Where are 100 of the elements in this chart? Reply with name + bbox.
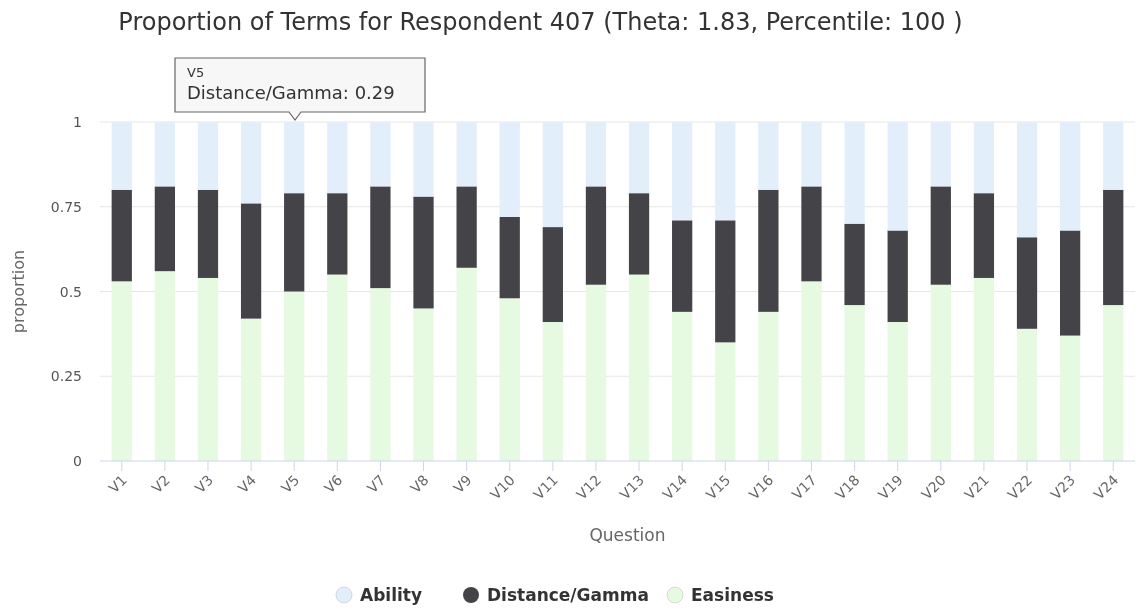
y-tick-label: 0.5 — [59, 283, 82, 300]
bar — [585, 284, 607, 461]
bar — [499, 216, 520, 299]
bar — [240, 203, 262, 319]
x-axis-title: Question — [589, 525, 666, 545]
bar — [1016, 122, 1038, 238]
bar — [370, 186, 391, 289]
bar — [844, 305, 865, 461]
legend-label: Distance/Gamma — [487, 585, 649, 605]
bar — [715, 122, 736, 221]
bar — [111, 189, 132, 282]
bar — [542, 322, 563, 461]
bar — [672, 122, 693, 221]
bar — [973, 277, 995, 461]
bar — [370, 288, 391, 461]
legend-label: Easiness — [691, 585, 774, 605]
bar — [284, 291, 305, 461]
bar — [801, 281, 822, 461]
bar — [456, 267, 477, 461]
y-tick-label: 0 — [73, 453, 82, 469]
x-tick-label: V4 — [234, 471, 260, 497]
x-tick-label: V5 — [277, 471, 303, 497]
bar — [672, 220, 693, 312]
bar — [370, 122, 391, 187]
bar — [585, 122, 607, 187]
bar — [973, 193, 995, 278]
bar — [1103, 305, 1124, 461]
bar — [844, 223, 865, 306]
x-tick-label: V2 — [148, 471, 173, 497]
bar — [284, 122, 305, 194]
x-tick-label: V6 — [321, 471, 346, 497]
bar — [284, 193, 305, 292]
x-tick-label: V19 — [875, 471, 906, 503]
x-tick-label: V21 — [961, 471, 993, 503]
bar — [715, 342, 736, 461]
bar — [1059, 335, 1081, 461]
chart-title: Proportion of Terms for Respondent 407 (Theta: 1.83, Percentile: 100 ) — [118, 8, 963, 36]
x-tick-label: V7 — [364, 471, 389, 497]
x-tick-label: V11 — [530, 471, 561, 503]
x-tick-label: V18 — [832, 471, 863, 503]
text: V5 Distance/Gamma: 0.29 — [187, 65, 395, 103]
y-tick-label: 0.75 — [50, 198, 82, 215]
x-tick-label: V16 — [745, 471, 777, 503]
bar — [1103, 122, 1124, 190]
y-tick-label: 1 — [73, 114, 82, 130]
x-tick-label: V9 — [450, 471, 475, 497]
bar — [197, 277, 219, 461]
x-tick-label: V14 — [659, 471, 691, 503]
bar — [111, 122, 132, 190]
bar — [887, 322, 908, 461]
x-tick-label: V13 — [616, 471, 648, 503]
bar — [456, 186, 477, 268]
y-tick-label: 0.25 — [50, 368, 82, 385]
bar — [973, 122, 995, 194]
bar — [413, 122, 434, 197]
bar — [327, 193, 348, 275]
bar — [1059, 230, 1081, 336]
bar — [542, 227, 563, 323]
bar — [413, 308, 434, 461]
bar — [154, 271, 176, 461]
x-tick-label: V3 — [191, 471, 217, 497]
bar — [542, 122, 563, 228]
x-tick-label: V15 — [702, 471, 734, 503]
x-tick-label: V23 — [1047, 471, 1079, 503]
bar — [715, 220, 736, 343]
bar — [628, 122, 650, 194]
bar — [758, 189, 779, 312]
y-axis-title: proportion — [9, 249, 28, 334]
bar — [844, 122, 865, 224]
bar — [930, 122, 951, 187]
x-tick-label: V24 — [1090, 471, 1122, 503]
bar — [887, 122, 908, 231]
bar — [758, 122, 779, 190]
bar — [240, 122, 262, 204]
x-tick-label: V1 — [105, 471, 130, 497]
x-tick-label: V8 — [407, 471, 432, 497]
bar — [930, 284, 951, 461]
bar — [801, 186, 822, 282]
bar — [930, 186, 951, 285]
bar — [240, 318, 262, 461]
bar — [1103, 189, 1124, 306]
bar — [413, 196, 434, 309]
bar — [154, 186, 176, 272]
bar — [499, 298, 520, 461]
x-tick-label: V10 — [487, 471, 518, 503]
bar — [801, 122, 822, 187]
bar — [327, 122, 348, 194]
bar — [111, 281, 132, 461]
bar — [887, 230, 908, 323]
x-tick-label: V20 — [918, 471, 949, 503]
bar — [628, 193, 650, 275]
x-tick-label: V22 — [1004, 471, 1036, 503]
bar — [672, 311, 693, 461]
bar — [585, 186, 607, 285]
bar — [456, 122, 477, 187]
bar — [197, 122, 219, 190]
bar — [758, 311, 779, 461]
bar — [327, 274, 348, 461]
bar — [197, 189, 219, 278]
bar — [1059, 122, 1081, 231]
